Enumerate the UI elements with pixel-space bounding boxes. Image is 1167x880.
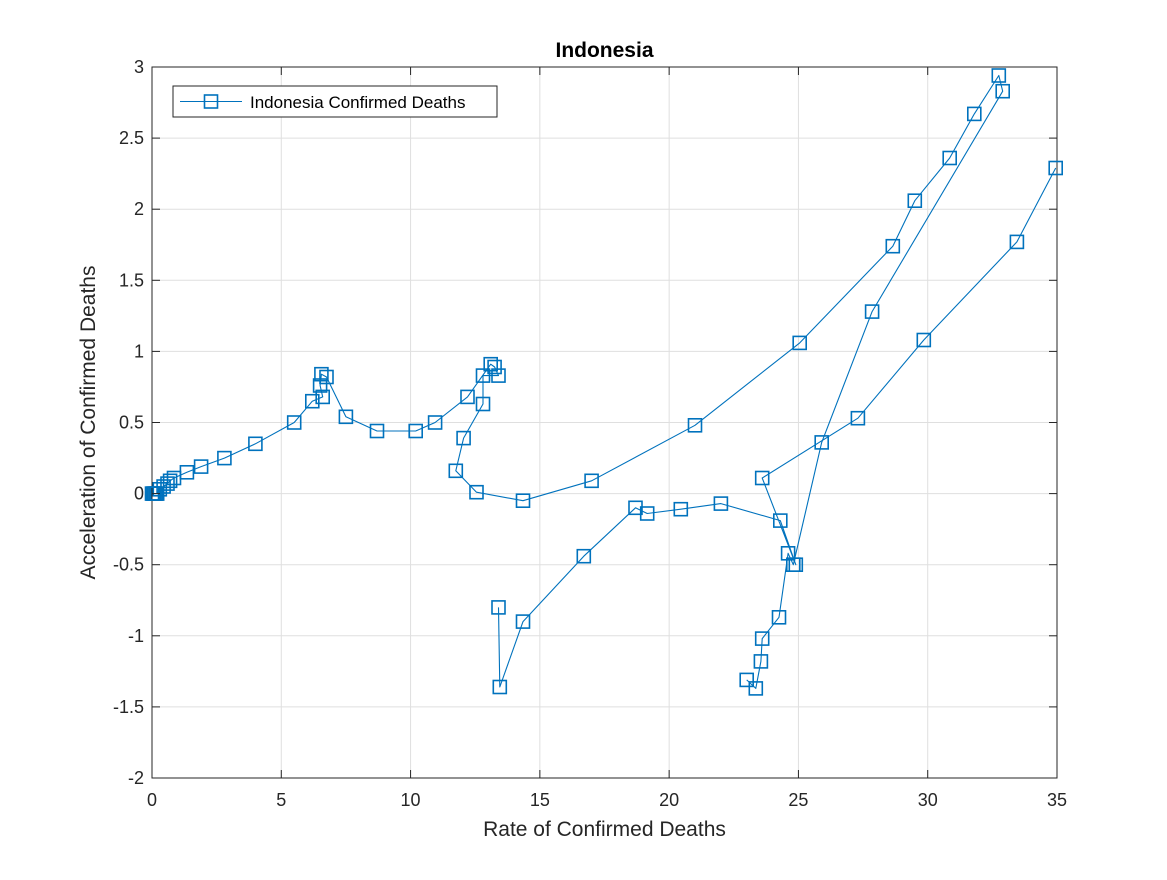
series-layer	[144, 68, 1063, 696]
data-point-marker	[754, 470, 770, 486]
y-tick-label: -0.5	[113, 555, 144, 575]
data-point-marker	[492, 679, 508, 695]
y-tick-label: 2.5	[119, 128, 144, 148]
data-point-marker	[772, 513, 788, 528]
data-point-marker	[850, 410, 866, 426]
x-axis-title: Rate of Confirmed Deaths	[483, 818, 726, 841]
data-point-marker	[739, 672, 755, 688]
data-point-marker	[315, 389, 331, 405]
data-point-marker	[408, 423, 424, 439]
data-point-marker	[304, 393, 320, 409]
y-tick-label: 0	[134, 484, 144, 504]
data-point-marker	[483, 356, 499, 372]
data-point-marker	[748, 681, 764, 696]
x-tick-label: 5	[276, 790, 286, 810]
legend: Indonesia Confirmed Deaths	[172, 85, 498, 118]
data-point-marker	[491, 600, 506, 615]
data-point-marker	[907, 193, 923, 208]
chart-title: Indonesia	[555, 39, 653, 62]
data-point-marker	[460, 389, 475, 405]
data-point-marker	[814, 435, 830, 450]
data-point-marker	[754, 631, 770, 646]
data-point-marker	[864, 304, 880, 319]
x-tick-label: 35	[1047, 790, 1067, 810]
data-point-marker	[475, 368, 491, 383]
data-point-marker	[713, 496, 729, 511]
data-point-marker	[217, 450, 232, 466]
data-point-marker	[995, 83, 1011, 99]
data-point-marker	[475, 396, 491, 412]
data-point-marker	[152, 481, 168, 497]
grid	[151, 66, 1058, 779]
series-line-segment-2	[497, 167, 1057, 688]
x-tick-label: 0	[147, 790, 157, 810]
y-tick-label: -1.5	[113, 697, 144, 717]
data-point-marker	[286, 415, 302, 430]
data-point-marker	[673, 501, 689, 517]
data-point-marker	[576, 548, 592, 564]
data-point-marker	[456, 430, 471, 446]
data-point-marker	[584, 473, 599, 489]
data-point-marker	[788, 557, 804, 573]
legend-label: Indonesia Confirmed Deaths	[250, 93, 465, 112]
data-point-marker	[448, 463, 464, 479]
data-point-marker	[780, 545, 796, 561]
tick-layer: 0 5 10 15 20 25 30 35 -2 -1.5 -1 -0.5 0 0.5 1 1.5 2 2.5 3	[113, 57, 1067, 810]
data-point-marker	[991, 68, 1007, 83]
data-point-marker	[338, 409, 354, 425]
data-point-marker	[469, 484, 484, 500]
data-point-marker	[515, 493, 531, 509]
data-point-marker	[966, 106, 982, 122]
series-line	[152, 74, 1004, 689]
y-tick-label: 3	[134, 57, 144, 77]
data-point-marker	[792, 335, 808, 351]
data-point-marker	[427, 415, 443, 430]
y-tick-label: -1	[128, 626, 144, 646]
data-point-marker	[771, 609, 787, 625]
data-point-marker	[942, 150, 958, 166]
x-tick-label: 30	[918, 790, 938, 810]
data-point-marker	[753, 654, 769, 669]
data-point-marker	[248, 436, 263, 452]
y-axis-title: Acceleration of Confirmed Deaths	[77, 266, 100, 580]
legend-marker-square-icon	[203, 94, 219, 109]
data-point-marker	[885, 238, 901, 254]
data-point-marker	[487, 359, 502, 375]
x-tick-label: 10	[401, 790, 421, 810]
data-point-marker	[687, 417, 703, 433]
y-tick-label: 0.5	[119, 413, 144, 433]
x-tick-label: 25	[788, 790, 808, 810]
y-tick-label: 1.5	[119, 270, 144, 290]
data-point-marker	[916, 332, 932, 348]
data-point-marker	[193, 459, 209, 474]
data-point-marker	[515, 614, 531, 629]
y-tick-label: 2	[134, 199, 144, 219]
data-point-marker	[1048, 160, 1063, 176]
data-point-marker	[1009, 234, 1025, 250]
x-tick-label: 15	[530, 790, 550, 810]
y-tick-label: -2	[128, 768, 144, 788]
data-point-marker	[314, 366, 329, 382]
data-point-marker	[369, 423, 385, 439]
data-point-marker	[319, 369, 334, 385]
x-tick-label: 20	[659, 790, 679, 810]
y-tick-label: 1	[134, 341, 144, 361]
data-point-marker	[179, 464, 195, 480]
data-point-marker	[491, 368, 506, 383]
data-point-marker	[162, 473, 178, 489]
data-point-marker	[639, 506, 655, 521]
